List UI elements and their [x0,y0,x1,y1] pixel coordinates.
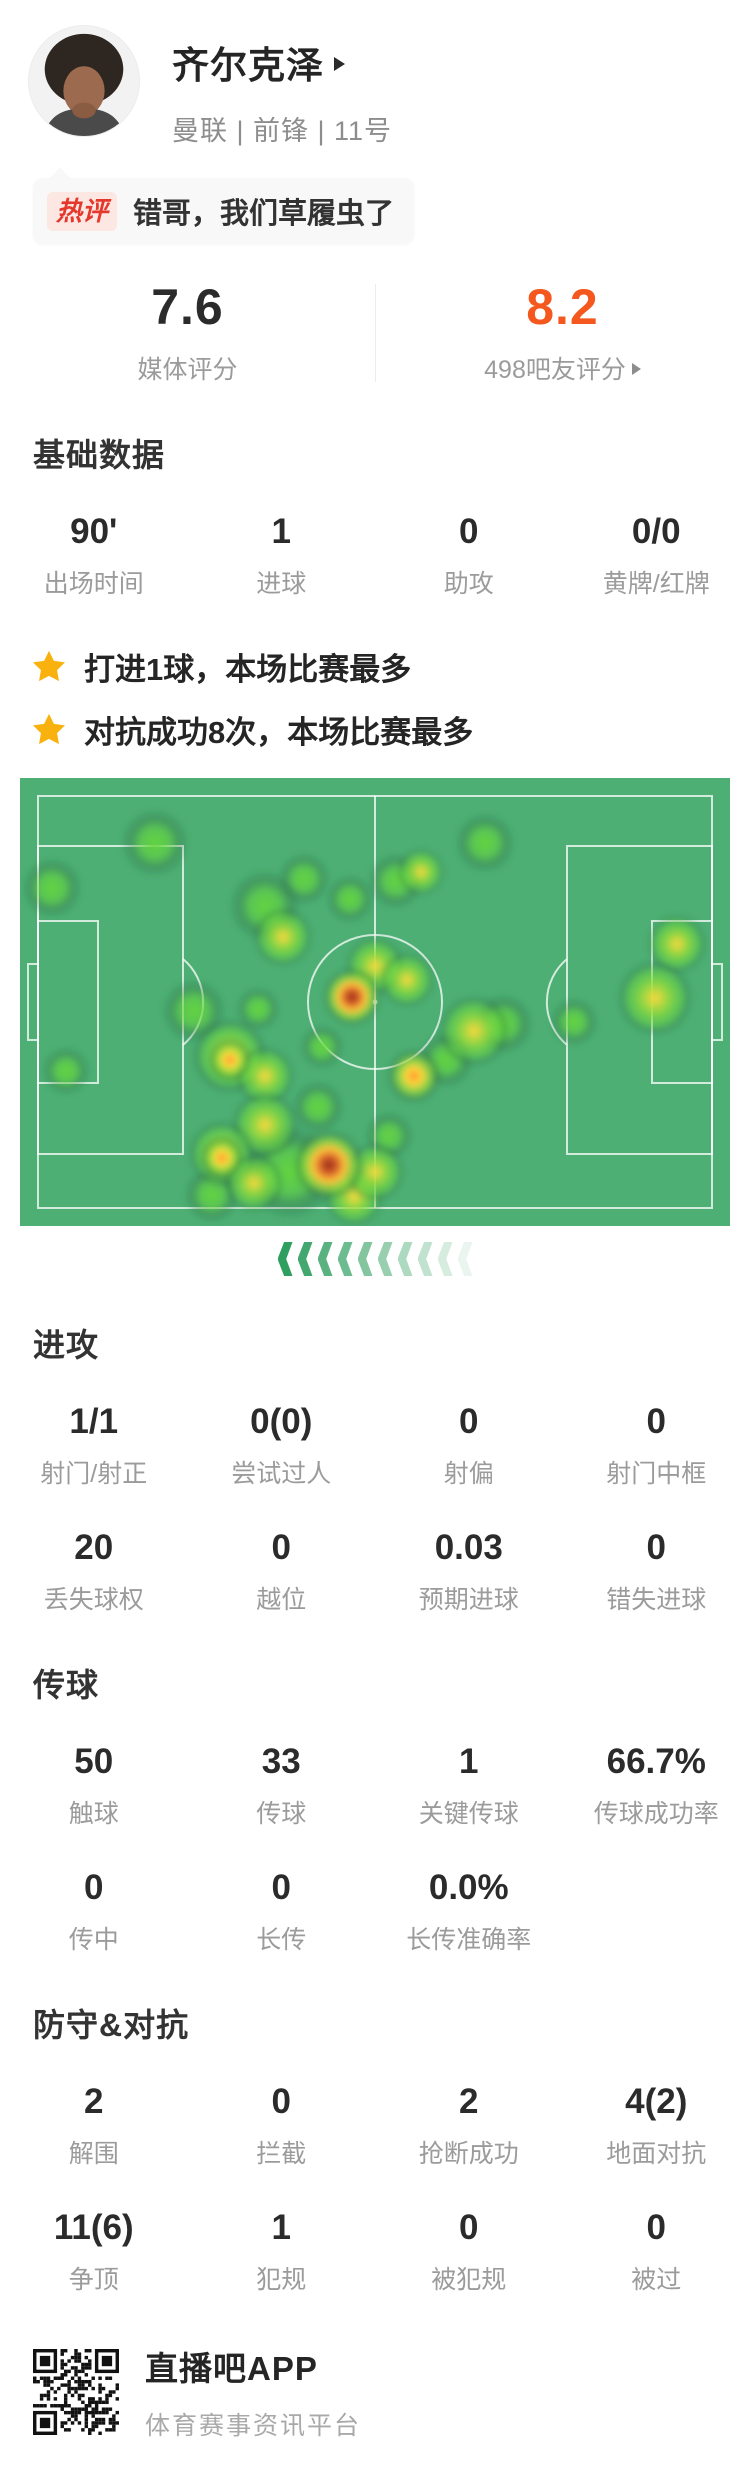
star-icon [30,711,68,749]
stat-long-balls: 0 长传 [188,1868,376,1956]
highlight-duels: 对抗成功8次，本场比赛最多 [30,707,750,752]
highlights: 打进1球，本场比赛最多 对抗成功8次，本场比赛最多 [30,644,750,752]
passing-stats-row-2: 0 传中 0 长传 0.0% 长传准确率 [0,1868,750,1956]
player-photo-placeholder [29,26,139,136]
hot-comment-badge: 热评 [47,192,117,231]
app-footer: 直播吧APP 体育赛事资讯平台 [33,2342,750,2476]
media-rating-value: 7.6 [0,278,375,336]
media-rating-label: 媒体评分 [0,350,375,386]
stat-goals: 1 进球 [188,512,376,600]
stat-was-fouled: 0 被犯规 [375,2208,563,2296]
player-avatar[interactable] [28,25,140,137]
attack-stats-row-2: 20 丢失球权 0 越位 0.03 预期进球 0 错失进球 [0,1528,750,1616]
player-name: 齐尔克泽 [172,35,324,89]
stat-touches: 50 触球 [0,1742,188,1830]
chevron-right-icon [632,363,641,375]
stat-ground-duels: 4(2) 地面对抗 [563,2082,750,2170]
passing-stats-row-1: 50 触球 33 传球 1 关键传球 66.7% 传球成功率 [0,1742,750,1830]
stat-offsides: 0 越位 [188,1528,376,1616]
scroll-left-chevrons [0,1242,750,1276]
stat-clearances: 2 解围 [0,2082,188,2170]
stat-tackles-won: 2 抢断成功 [375,2082,563,2170]
stat-dribbles: 0(0) 尝试过人 [188,1402,376,1490]
player-team-line: 曼联 | 前锋 | 11号 [172,109,392,148]
stat-woodwork: 0 射门中框 [563,1402,750,1490]
player-header: 齐尔克泽 曼联 | 前锋 | 11号 [0,0,750,148]
stat-assists: 0 助攻 [375,512,563,600]
stat-xg: 0.03 预期进球 [375,1528,563,1616]
player-name-link[interactable]: 齐尔克泽 [172,35,392,89]
footer-app-name: 直播吧APP [145,2342,361,2390]
stat-interceptions: 0 拦截 [188,2082,376,2170]
chevron-left-icon [438,1242,453,1276]
ratings-panel: 7.6 媒体评分 8.2 498吧友评分 [0,278,750,386]
defense-stats-row-2: 11(6) 争顶 1 犯规 0 被犯规 0 被过 [0,2208,750,2296]
footer-tagline: 体育赛事资讯平台 [145,2406,361,2442]
stat-big-chances-missed: 0 错失进球 [563,1528,750,1616]
chevron-left-icon [338,1242,353,1276]
media-rating: 7.6 媒体评分 [0,278,375,386]
fans-rating[interactable]: 8.2 498吧友评分 [375,278,750,386]
pitch-heatmap-svg [20,778,730,1226]
chevron-left-icon [318,1242,333,1276]
stat-key-passes: 1 关键传球 [375,1742,563,1830]
hot-comment-bubble[interactable]: 热评 错哥，我们草履虫了 [33,178,414,244]
stat-long-ball-accuracy: 0.0% 长传准确率 [375,1868,563,1956]
stat-passes: 33 传球 [188,1742,376,1830]
stat-crosses: 0 传中 [0,1868,188,1956]
stat-shots-off: 0 射偏 [375,1402,563,1490]
chevron-right-icon [334,57,345,71]
hot-comment-text: 错哥，我们草履虫了 [133,190,394,232]
stat-minutes: 90' 出场时间 [0,512,188,600]
stat-fouls: 1 犯规 [188,2208,376,2296]
chevron-left-icon [418,1242,433,1276]
section-title-defense: 防守&对抗 [33,2000,750,2046]
stat-possession-lost: 20 丢失球权 [0,1528,188,1616]
attack-stats-row-1: 1/1 射门/射正 0(0) 尝试过人 0 射偏 0 射门中框 [0,1402,750,1490]
stat-aerial-duels: 11(6) 争顶 [0,2208,188,2296]
chevron-left-icon [358,1242,373,1276]
basic-stats-grid: 90' 出场时间 1 进球 0 助攻 0/0 黄牌/红牌 [0,512,750,600]
stat-pass-accuracy: 66.7% 传球成功率 [563,1742,750,1830]
chevron-left-icon [298,1242,313,1276]
section-title-passing: 传球 [33,1660,750,1706]
stat-cards: 0/0 黄牌/红牌 [563,512,750,600]
touch-heatmap [20,778,730,1226]
fans-rating-label: 498吧友评分 [375,350,750,386]
star-icon [30,648,68,686]
defense-stats-row-1: 2 解围 0 拦截 2 抢断成功 4(2) 地面对抗 [0,2082,750,2170]
stat-dribbled-past: 0 被过 [563,2208,750,2296]
chevron-left-icon [278,1242,293,1276]
stat-shots: 1/1 射门/射正 [0,1402,188,1490]
fans-rating-value: 8.2 [375,278,750,336]
section-title-basic: 基础数据 [33,430,750,476]
chevron-left-icon [378,1242,393,1276]
chevron-left-icon [398,1242,413,1276]
ratings-divider [375,284,376,382]
qr-code [33,2349,119,2435]
highlight-goal: 打进1球，本场比赛最多 [30,644,750,689]
section-title-attack: 进攻 [33,1320,750,1366]
chevron-left-icon [458,1242,473,1276]
